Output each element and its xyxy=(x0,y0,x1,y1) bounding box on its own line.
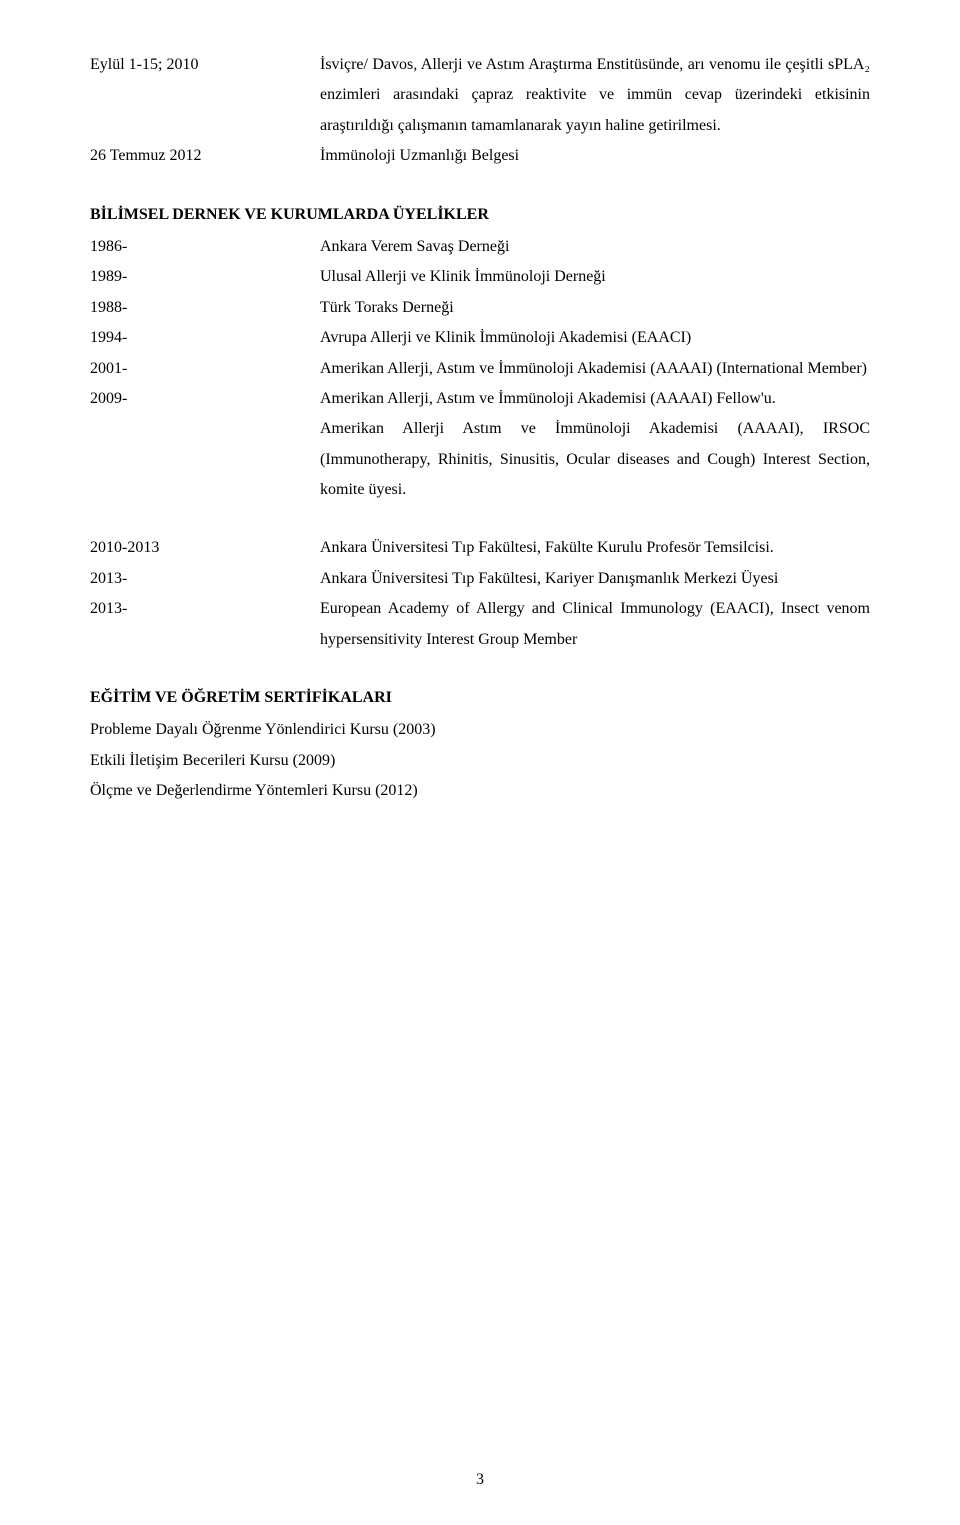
membership-desc: Amerikan Allerji, Astım ve İmmünoloji Ak… xyxy=(320,384,870,414)
membership-row: 1988- Türk Toraks Derneği xyxy=(90,293,870,323)
membership-desc: Ulusal Allerji ve Klinik İmmünoloji Dern… xyxy=(320,262,870,292)
membership2-row: 2013- Ankara Üniversitesi Tıp Fakültesi,… xyxy=(90,564,870,594)
membership-desc: Ankara Verem Savaş Derneği xyxy=(320,232,870,262)
membership2-desc: Ankara Üniversitesi Tıp Fakültesi, Kariy… xyxy=(320,564,870,594)
membership-row: 1989- Ulusal Allerji ve Klinik İmmünoloj… xyxy=(90,262,870,292)
membership2-row: 2010-2013 Ankara Üniversitesi Tıp Fakült… xyxy=(90,533,870,563)
membership2-desc: Ankara Üniversitesi Tıp Fakültesi, Fakül… xyxy=(320,533,870,563)
membership2-row: 2013- European Academy of Allergy and Cl… xyxy=(90,594,870,655)
membership2-date: 2013- xyxy=(90,594,320,624)
intro-row: 26 Temmuz 2012 İmmünoloji Uzmanlığı Belg… xyxy=(90,141,870,171)
cert-item: Probleme Dayalı Öğrenme Yönlendirici Kur… xyxy=(90,715,870,745)
intro-desc: İmmünoloji Uzmanlığı Belgesi xyxy=(320,141,870,171)
membership2-date: 2013- xyxy=(90,564,320,594)
membership-row: 2009- Amerikan Allerji, Astım ve İmmünol… xyxy=(90,384,870,414)
membership2-desc: European Academy of Allergy and Clinical… xyxy=(320,594,870,655)
membership-row: 1994- Avrupa Allerji ve Klinik İmmünoloj… xyxy=(90,323,870,353)
membership-row: 1986- Ankara Verem Savaş Derneği xyxy=(90,232,870,262)
membership-row: 2001- Amerikan Allerji, Astım ve İmmünol… xyxy=(90,354,870,384)
cert-item: Ölçme ve Değerlendirme Yöntemleri Kursu … xyxy=(90,776,870,806)
membership-tail: Amerikan Allerji Astım ve İmmünoloji Aka… xyxy=(320,414,870,505)
page-number: 3 xyxy=(0,1465,960,1495)
cert-item: Etkili İletişim Becerileri Kursu (2009) xyxy=(90,746,870,776)
intro-date: 26 Temmuz 2012 xyxy=(90,141,320,171)
intro-date: Eylül 1-15; 2010 xyxy=(90,50,320,80)
membership-tail-row: Amerikan Allerji Astım ve İmmünoloji Aka… xyxy=(90,414,870,505)
memberships-heading: BİLİMSEL DERNEK VE KURUMLARDA ÜYELİKLER xyxy=(90,200,870,230)
membership-date: 1994- xyxy=(90,323,320,353)
membership-date: 2009- xyxy=(90,384,320,414)
membership-date: 1986- xyxy=(90,232,320,262)
certs-heading: EĞİTİM VE ÖĞRETİM SERTİFİKALARI xyxy=(90,683,870,713)
membership-date: 1988- xyxy=(90,293,320,323)
membership2-date: 2010-2013 xyxy=(90,533,320,563)
membership-desc: Amerikan Allerji, Astım ve İmmünoloji Ak… xyxy=(320,354,870,384)
membership-desc: Türk Toraks Derneği xyxy=(320,293,870,323)
membership-date: 2001- xyxy=(90,354,320,384)
intro-desc: İsviçre/ Davos, Allerji ve Astım Araştır… xyxy=(320,50,870,141)
intro-row: Eylül 1-15; 2010 İsviçre/ Davos, Allerji… xyxy=(90,50,870,141)
membership-desc: Avrupa Allerji ve Klinik İmmünoloji Akad… xyxy=(320,323,870,353)
membership-date: 1989- xyxy=(90,262,320,292)
